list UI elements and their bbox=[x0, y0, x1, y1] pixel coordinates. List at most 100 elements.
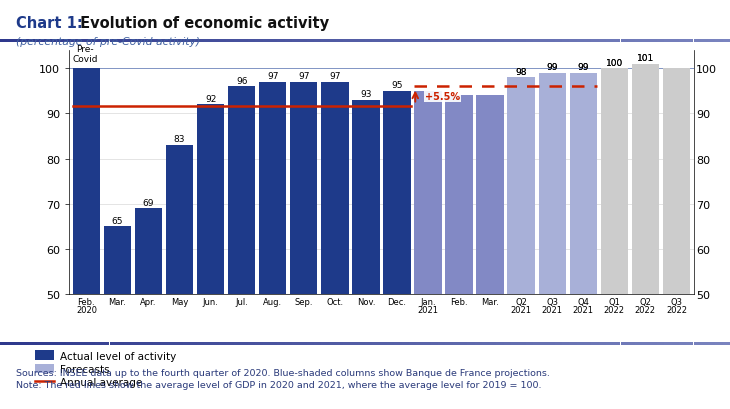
Bar bbox=[383, 92, 410, 409]
Bar bbox=[328, 40, 336, 43]
Bar bbox=[708, 342, 715, 346]
Bar bbox=[507, 78, 535, 409]
Bar bbox=[197, 40, 204, 43]
Bar bbox=[263, 40, 270, 43]
Bar bbox=[73, 342, 80, 346]
Bar bbox=[270, 342, 277, 346]
Bar bbox=[650, 40, 657, 43]
Bar bbox=[135, 209, 162, 409]
Bar bbox=[402, 40, 409, 43]
Bar bbox=[29, 40, 36, 43]
Bar bbox=[489, 40, 496, 43]
Bar bbox=[380, 342, 387, 346]
Bar bbox=[672, 342, 679, 346]
Bar bbox=[29, 342, 36, 346]
Bar bbox=[445, 96, 473, 409]
Bar bbox=[51, 342, 58, 346]
Bar bbox=[423, 40, 431, 43]
Bar bbox=[255, 342, 263, 346]
Text: +5.5%: +5.5% bbox=[425, 92, 460, 102]
Text: 99: 99 bbox=[547, 63, 558, 72]
Bar bbox=[694, 342, 701, 346]
Bar bbox=[36, 342, 44, 346]
Bar bbox=[161, 40, 168, 43]
Bar bbox=[7, 342, 15, 346]
Bar bbox=[584, 342, 591, 346]
Bar bbox=[548, 40, 555, 43]
Bar bbox=[321, 342, 328, 346]
Bar bbox=[423, 342, 431, 346]
Bar bbox=[416, 40, 423, 43]
Bar bbox=[285, 40, 292, 43]
Bar bbox=[631, 65, 659, 409]
Bar bbox=[0, 40, 7, 43]
Bar bbox=[73, 40, 80, 43]
Bar bbox=[642, 40, 650, 43]
Text: 97: 97 bbox=[329, 72, 341, 81]
Bar bbox=[336, 40, 343, 43]
Bar bbox=[613, 40, 620, 43]
Text: 99: 99 bbox=[547, 63, 558, 72]
Bar bbox=[110, 342, 117, 346]
Bar bbox=[58, 342, 66, 346]
Bar bbox=[22, 40, 29, 43]
Bar bbox=[259, 83, 286, 409]
Bar bbox=[372, 40, 380, 43]
Bar bbox=[365, 342, 372, 346]
Bar bbox=[489, 342, 496, 346]
Bar bbox=[328, 342, 336, 346]
Bar bbox=[168, 342, 175, 346]
Bar bbox=[358, 342, 365, 346]
Bar bbox=[95, 40, 102, 43]
Bar bbox=[44, 342, 51, 346]
Text: 99: 99 bbox=[577, 63, 589, 72]
Bar bbox=[197, 342, 204, 346]
Bar bbox=[88, 342, 95, 346]
Bar bbox=[270, 40, 277, 43]
Bar bbox=[290, 83, 318, 409]
Bar bbox=[664, 342, 672, 346]
Bar bbox=[539, 74, 566, 409]
Bar bbox=[679, 40, 686, 43]
Bar bbox=[321, 83, 348, 409]
Bar bbox=[496, 342, 504, 346]
Bar bbox=[599, 342, 606, 346]
Bar bbox=[131, 342, 139, 346]
Bar bbox=[358, 40, 365, 43]
Bar bbox=[161, 342, 168, 346]
Bar bbox=[467, 342, 474, 346]
Bar bbox=[234, 342, 241, 346]
Bar bbox=[601, 69, 628, 409]
Text: 98: 98 bbox=[515, 67, 527, 76]
Text: 97: 97 bbox=[267, 72, 278, 81]
Bar bbox=[80, 40, 88, 43]
Bar bbox=[387, 40, 394, 43]
Text: 93: 93 bbox=[360, 90, 372, 99]
Text: Evolution of economic activity: Evolution of economic activity bbox=[75, 16, 329, 31]
Bar bbox=[117, 40, 124, 43]
Bar bbox=[343, 40, 350, 43]
Bar bbox=[701, 342, 708, 346]
Legend: Actual level of activity, Forecasts, Annual average: Actual level of activity, Forecasts, Ann… bbox=[31, 346, 180, 391]
Bar bbox=[540, 342, 548, 346]
Bar bbox=[292, 342, 299, 346]
Bar bbox=[190, 40, 197, 43]
Bar bbox=[511, 40, 518, 43]
Bar bbox=[460, 40, 467, 43]
Bar bbox=[606, 342, 613, 346]
Bar bbox=[365, 40, 372, 43]
Bar bbox=[569, 40, 577, 43]
Bar bbox=[431, 40, 438, 43]
Bar bbox=[212, 40, 219, 43]
Text: 83: 83 bbox=[174, 135, 185, 144]
Bar bbox=[248, 342, 255, 346]
Bar bbox=[650, 342, 657, 346]
Bar bbox=[555, 40, 562, 43]
Bar bbox=[533, 342, 540, 346]
Bar bbox=[569, 342, 577, 346]
Bar bbox=[635, 40, 642, 43]
Bar bbox=[723, 40, 730, 43]
Bar bbox=[182, 40, 190, 43]
Bar bbox=[438, 40, 445, 43]
Bar bbox=[139, 40, 146, 43]
